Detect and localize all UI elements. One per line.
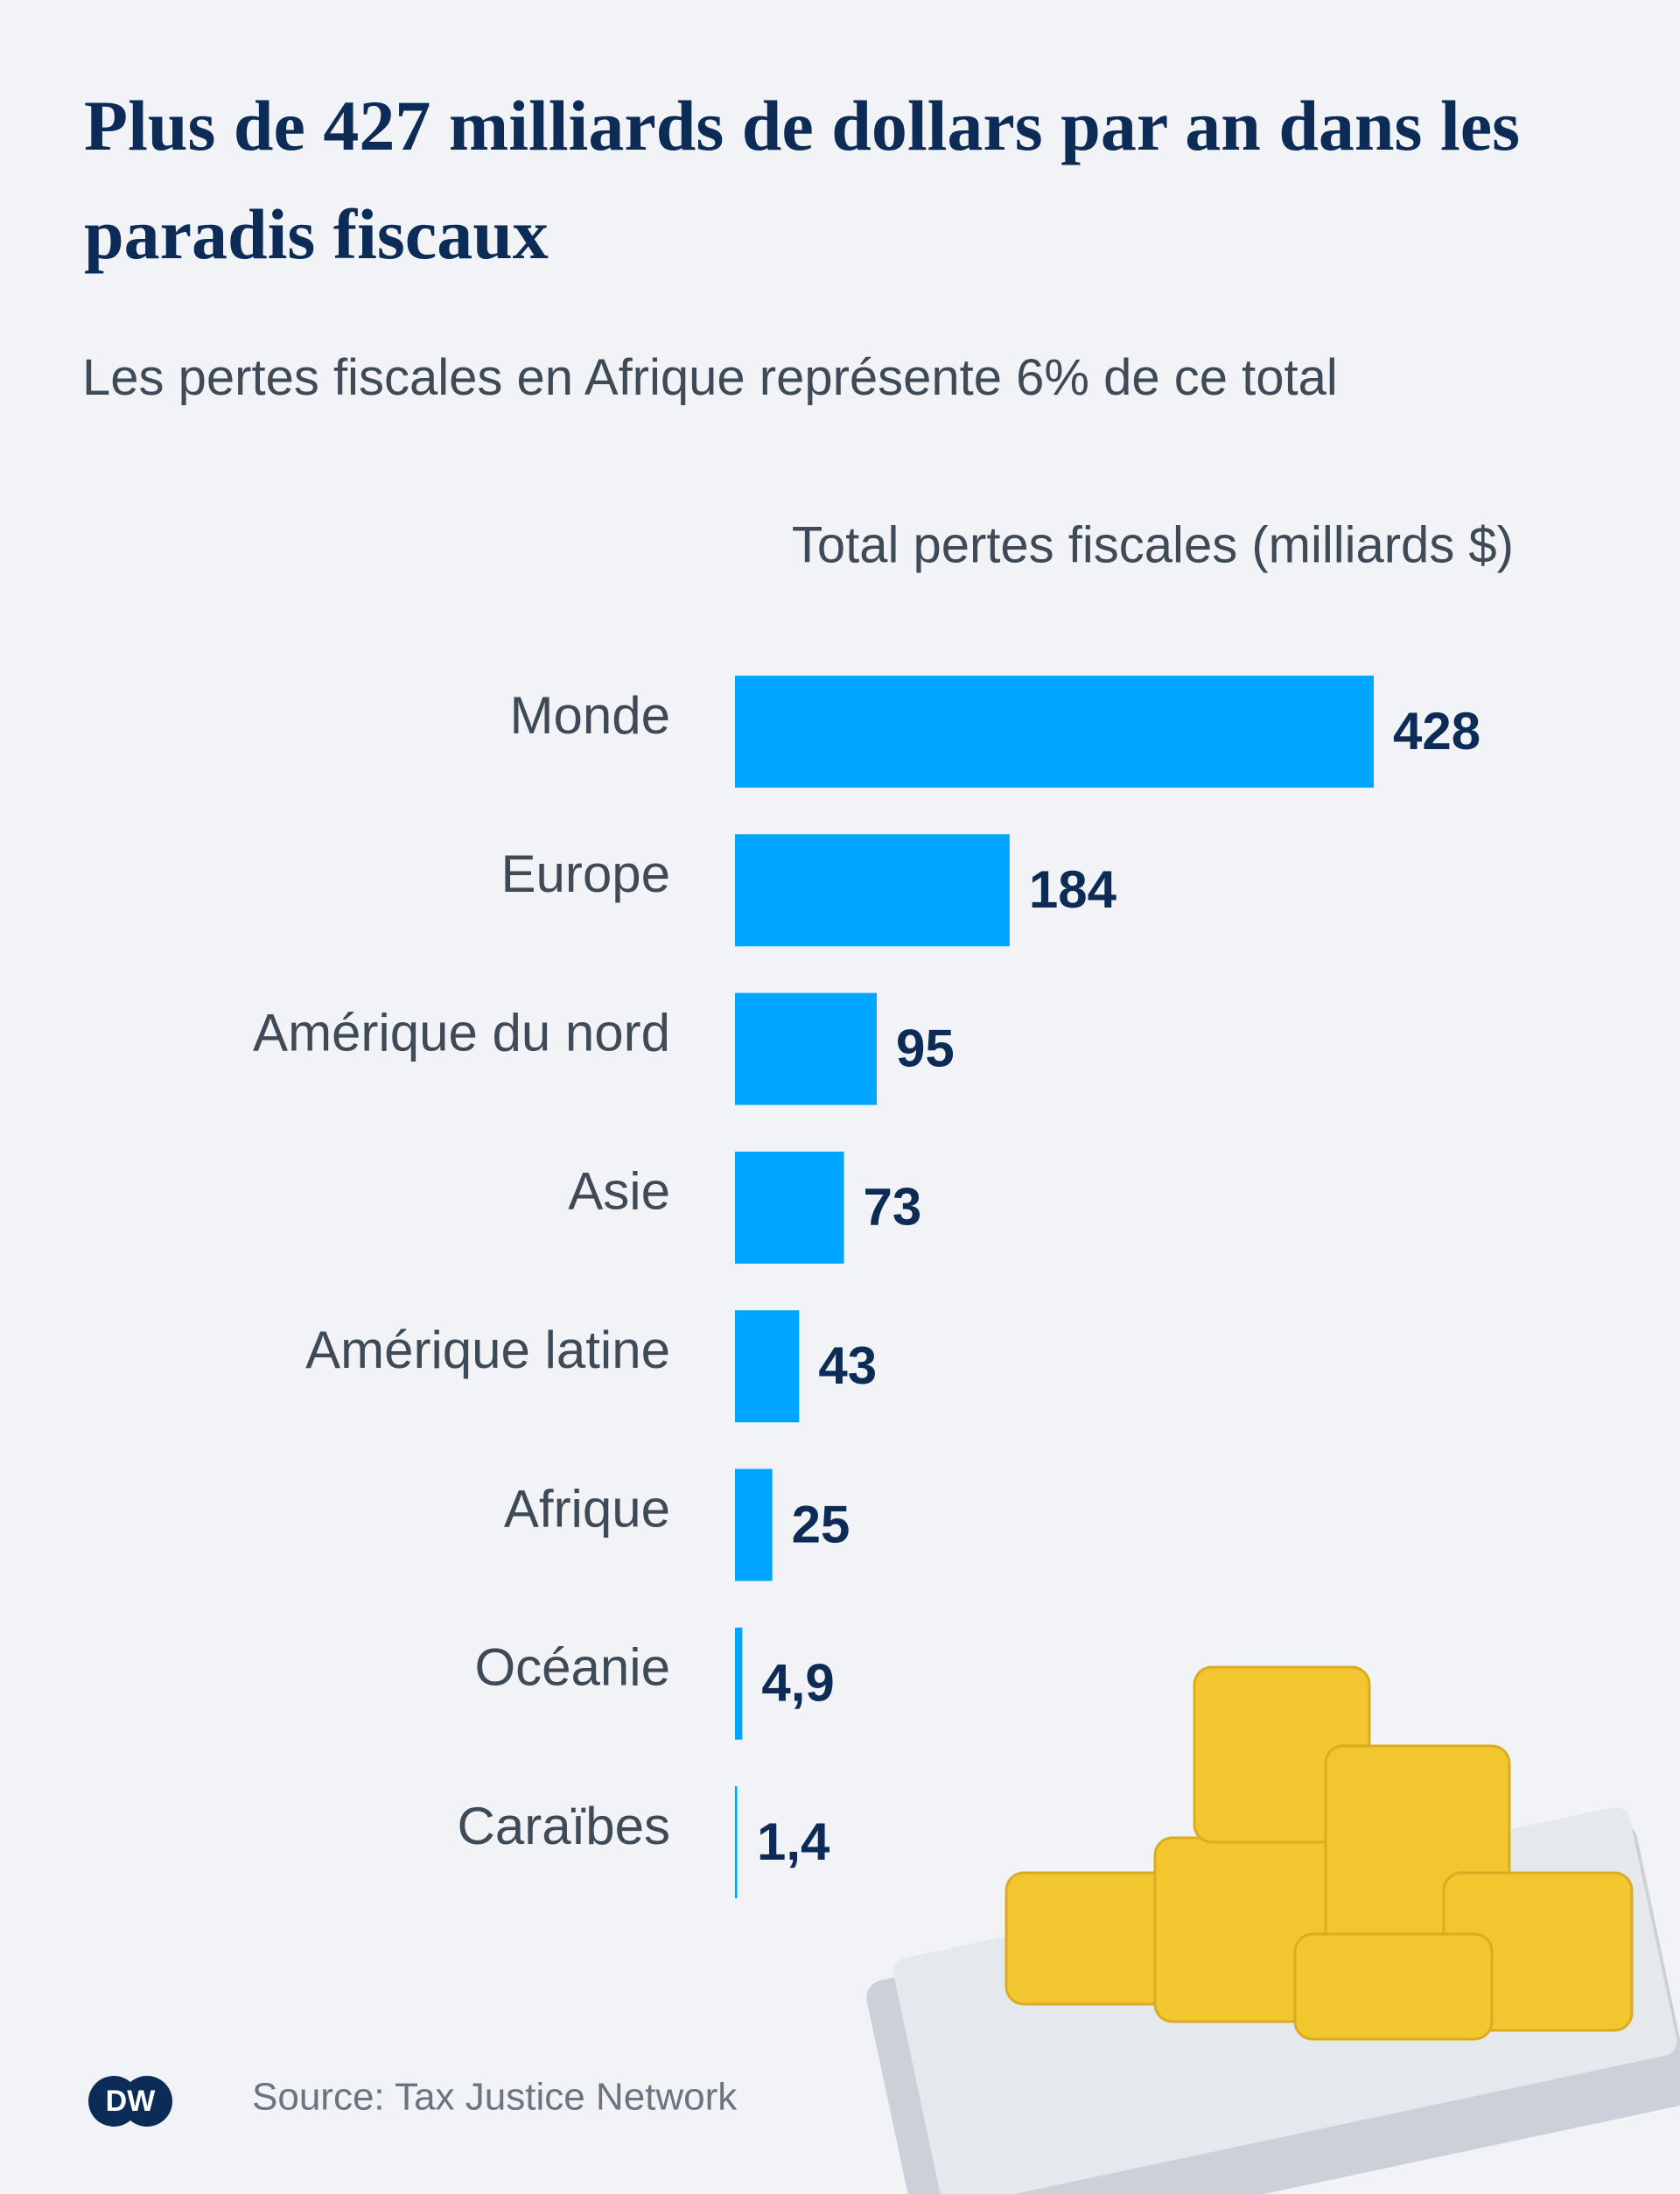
category-label: Monde: [510, 686, 670, 745]
logo-circle: [122, 2076, 172, 2127]
bar: [735, 1469, 773, 1581]
value-label: 428: [1393, 702, 1480, 761]
bar: [735, 834, 1010, 947]
value-label: 184: [1029, 860, 1117, 919]
value-label: 43: [818, 1336, 877, 1395]
chart-title: Plus de 427 milliards de dollars par an …: [84, 86, 1521, 274]
category-label: Europe: [501, 845, 670, 903]
bar: [735, 1310, 800, 1423]
category-label: Caraïbes: [458, 1797, 670, 1855]
bar: [735, 676, 1374, 788]
value-label: 95: [896, 1019, 955, 1077]
category-label: Océanie: [475, 1638, 670, 1697]
value-label: 25: [792, 1495, 850, 1553]
source: Source: Tax Justice Network: [252, 2076, 738, 2119]
bar: [735, 1151, 844, 1264]
chart-subtitle: Les pertes fiscales en Afrique représent…: [82, 349, 1338, 406]
bar: [735, 992, 878, 1105]
bar: [735, 1786, 738, 1899]
value-label: 1,4: [757, 1812, 830, 1871]
logo: DW: [106, 2085, 157, 2118]
axis-title: Total pertes fiscales (milliards $): [792, 516, 1514, 573]
value-label: 4,9: [761, 1654, 834, 1713]
category-label: Afrique: [504, 1479, 670, 1538]
category-label: Amérique du nord: [253, 1003, 670, 1062]
bar: [735, 1627, 743, 1740]
category-label: Amérique latine: [305, 1321, 670, 1379]
decoration: [866, 1665, 1680, 2194]
value-label: 73: [864, 1178, 922, 1237]
category-label: Asie: [568, 1162, 670, 1221]
